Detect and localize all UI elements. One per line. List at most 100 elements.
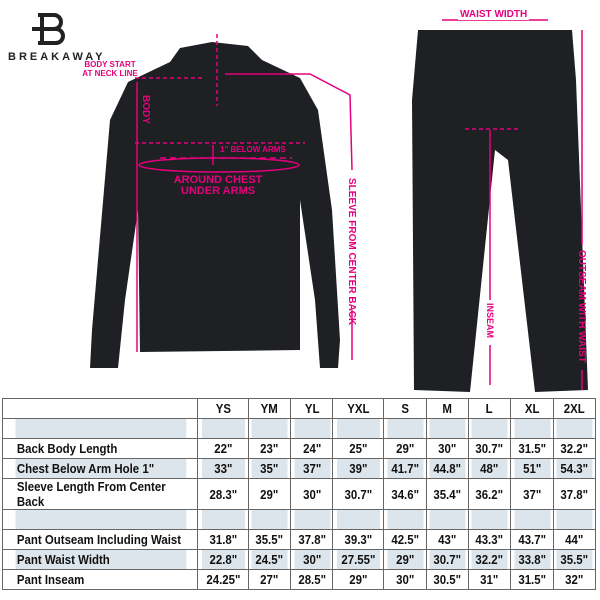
measurement-cell [385, 509, 424, 530]
table-row: Pant Inseam 24.25" 27" 28.5" 29" 30" 30.5" 31" 3… [3, 569, 596, 590]
measurement-cell: 31.5" [512, 569, 551, 590]
chest-label-line1: AROUND CHEST [173, 174, 263, 186]
measurement-cell: 43" [428, 529, 467, 550]
outseam-label: OUTSEAM WITH WAIST [576, 250, 587, 363]
measurement-cell: 29" [385, 438, 424, 459]
row-label: Back Body Length [13, 438, 187, 459]
measurement-cell: 23" [250, 438, 289, 459]
table-header-row: YS YM YL YXL S M L XL 2XL [3, 398, 596, 419]
measurement-cell: 51" [512, 458, 551, 479]
garment-illustration [90, 19, 588, 392]
measurement-cell [428, 418, 467, 439]
measurement-cell: 28.3" [200, 478, 246, 510]
size-chart-table: YS YM YL YXL S M L XL 2XL Back Body Length 22" 23"… [2, 398, 596, 590]
measurement-cell [335, 418, 382, 439]
measurement-cell: 27.55" [335, 549, 382, 570]
table-row: Pant Outseam Including Waist 31.8" 35.5" 37… [3, 529, 596, 550]
measurement-cell: 30" [292, 478, 331, 510]
logo-mark-icon [32, 13, 65, 45]
sleeve-label: SLEEVE FROM CENTER BACK [346, 178, 357, 326]
measurement-cell [250, 418, 289, 439]
measurement-cell: 37" [512, 478, 551, 510]
measurement-cell: 28.5" [292, 569, 331, 590]
measurement-cell: 24.25" [200, 569, 246, 590]
measurement-cell: 33" [200, 458, 246, 479]
measurement-cell [470, 418, 509, 439]
table-row: Sleeve Length From Center Back 28.3" 29" 30… [3, 478, 596, 510]
measurement-cell: 31" [470, 569, 509, 590]
measurement-cell: 39.3" [335, 529, 382, 550]
chest-label-line2: UNDER ARMS [180, 185, 256, 197]
measurement-cell: 24.5" [250, 549, 289, 570]
size-header: YXL [335, 398, 382, 419]
measurement-cell: 30.7" [470, 438, 509, 459]
measurement-cell [292, 418, 331, 439]
row-label: Pant Outseam Including Waist [13, 529, 187, 550]
measurement-cell: 22.8" [200, 549, 246, 570]
measurement-cell: 32.2" [470, 549, 509, 570]
measurement-cell: 43.7" [512, 529, 551, 550]
measurement-cell: 35.5" [250, 529, 289, 550]
inseam-label: INSEAM [485, 303, 495, 339]
row-label: Chest Below Arm Hole 1" [13, 458, 187, 479]
measurement-cell: 30.7" [335, 478, 382, 510]
measurement-cell [200, 509, 246, 530]
measurement-cell: 41.7" [385, 458, 424, 479]
body-start-label: BODY START AT NECK LINE [82, 60, 138, 78]
measurement-cell: 29" [385, 549, 424, 570]
measurement-cell [555, 418, 594, 439]
measurement-cell: 33.8" [512, 549, 551, 570]
table-row: Chest Below Arm Hole 1" 33" 35" 37" 39" 41.7"… [3, 458, 596, 479]
measurement-cell: 32.2" [555, 438, 594, 459]
measurement-cell: 30.5" [428, 569, 467, 590]
measurement-cell: 37" [292, 458, 331, 479]
measurement-cell: 32" [555, 569, 594, 590]
measurement-cell [555, 509, 594, 530]
measurement-cell: 44.8" [428, 458, 467, 479]
measurement-cell: 27" [250, 569, 289, 590]
size-header: 2XL [555, 398, 594, 419]
jacket-image [90, 42, 340, 368]
size-header: YS [200, 398, 246, 419]
measurement-cell [385, 418, 424, 439]
measurement-cell: 31.5" [512, 438, 551, 459]
row-label: Sleeve Length From Center Back [13, 478, 187, 510]
measurement-cell: 44" [555, 529, 594, 550]
measurement-cell: 22" [200, 438, 246, 459]
size-header: S [385, 398, 424, 419]
size-header: YM [250, 398, 289, 419]
measurement-cell: 30" [385, 569, 424, 590]
measurement-cell: 24" [292, 438, 331, 459]
measurement-cell: 39" [335, 458, 382, 479]
measurement-cell: 37.8" [555, 478, 594, 510]
pants-image [412, 30, 588, 392]
chest-label: AROUND CHEST UNDER ARMS [168, 175, 268, 197]
table-row: Back Body Length 22" 23" 24" 25" 29" 30" 30.7" 3… [3, 438, 596, 459]
measurement-cell: 43.3" [470, 529, 509, 550]
measurement-cell [250, 509, 289, 530]
size-header: M [428, 398, 467, 419]
measurement-cell: 30" [292, 549, 331, 570]
measurement-cell: 54.3" [555, 458, 594, 479]
measurement-cell: 30" [428, 438, 467, 459]
size-header: XL [512, 398, 551, 419]
row-label [13, 418, 187, 439]
below-arms-label: 1" BELOW ARMS [220, 145, 286, 154]
measurement-cell [512, 418, 551, 439]
body-label: BODY [140, 95, 151, 124]
table-row [3, 509, 596, 530]
row-label: Pant Inseam [13, 569, 187, 590]
table-row: Pant Waist Width 22.8" 24.5" 30" 27.55" 29" 30… [3, 549, 596, 570]
row-label: Pant Waist Width [13, 549, 187, 570]
measurement-cell: 29" [250, 478, 289, 510]
measurement-cell [470, 509, 509, 530]
measurement-cell: 42.5" [385, 529, 424, 550]
measurement-cell: 35.4" [428, 478, 467, 510]
measurement-cell: 37.8" [292, 529, 331, 550]
measurement-cell [335, 509, 382, 530]
measurement-cell: 31.8" [200, 529, 246, 550]
measurement-cell: 25" [335, 438, 382, 459]
size-header: YL [292, 398, 331, 419]
header-corner [13, 398, 187, 419]
measurement-cell [200, 418, 246, 439]
